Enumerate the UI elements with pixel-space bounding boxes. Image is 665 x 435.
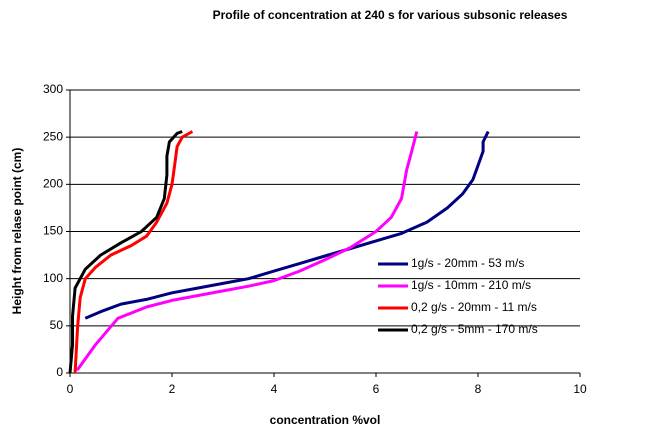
y-tick-label: 150 [43,224,63,238]
series-line [75,131,419,372]
x-tick-label: 10 [573,382,587,396]
x-tick-label: 4 [271,382,278,396]
legend-label: 0,2 g/s - 5mm - 170 m/s [411,322,538,336]
y-tick-label: 50 [50,318,64,332]
y-tick-label: 250 [43,129,63,143]
x-tick-label: 6 [373,382,380,396]
y-tick-label: 100 [43,271,63,285]
series-line [73,130,194,374]
legend-label: 1g/s - 20mm - 53 m/s [411,256,524,270]
series-line [68,130,183,374]
x-tick-label: 2 [169,382,176,396]
y-tick-label: 300 [43,82,63,96]
legend-label: 0,2 g/s - 20mm - 11 m/s [411,300,537,314]
y-tick-label: 200 [43,177,63,191]
legend-label: 1g/s - 10mm - 210 m/s [411,278,531,292]
x-tick-label: 8 [475,382,482,396]
x-axis-title: concentration %vol [270,413,381,427]
x-tick-label: 0 [67,382,74,396]
y-axis-title: Height from relase point (cm) [10,148,24,315]
y-tick-label: 0 [56,365,63,379]
chart-title: Profile of concentration at 240 s for va… [213,8,568,22]
